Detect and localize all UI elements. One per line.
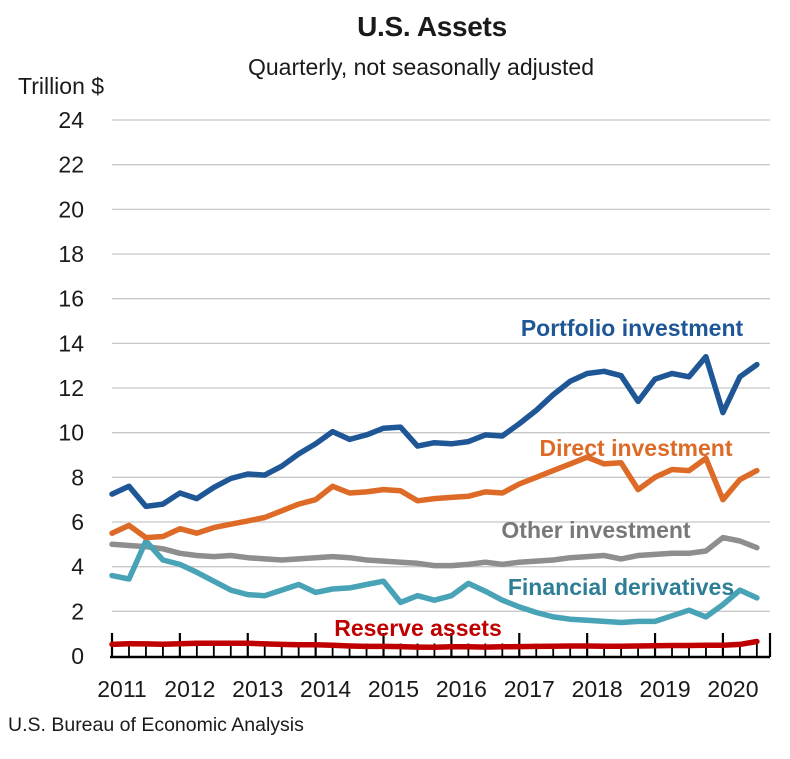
y-tick-label: 4 — [71, 554, 84, 580]
direct-investment-label: Direct investment — [539, 435, 732, 461]
other-investment-label: Other investment — [501, 517, 690, 543]
y-axis-unit-label: Trillion $ — [18, 73, 105, 99]
x-year-label: 2015 — [368, 676, 419, 702]
reserve-assets-line — [109, 638, 760, 651]
y-tick-label: 6 — [71, 509, 84, 535]
x-year-label: 2018 — [572, 676, 623, 702]
y-tick-label: 10 — [58, 420, 84, 446]
y-tick-label: 20 — [58, 196, 84, 222]
x-year-label: 2020 — [707, 676, 758, 702]
y-tick-label: 18 — [58, 241, 84, 267]
portfolio-investment-label: Portfolio investment — [521, 315, 744, 341]
y-tick-label: 16 — [58, 286, 84, 312]
source-note: U.S. Bureau of Economic Analysis — [8, 714, 304, 736]
y-tick-label: 0 — [71, 643, 84, 669]
y-tick-label: 8 — [71, 464, 84, 490]
x-axis-year-labels: 2011 2012 2013 2014 2015 2016 2017 2018 2019 2020 — [97, 676, 758, 702]
financial-derivatives-line — [109, 538, 760, 626]
gridlines — [112, 119, 770, 612]
y-tick-label: 24 — [58, 107, 84, 133]
y-tick-label: 2 — [71, 598, 84, 624]
x-year-label: 2011 — [97, 676, 146, 702]
y-tick-label: 22 — [58, 152, 84, 178]
x-year-label: 2013 — [232, 676, 283, 702]
chart-subtitle: Quarterly, not seasonally adjusted — [247, 54, 595, 80]
x-year-label: 2016 — [436, 676, 487, 702]
y-tick-label: 14 — [58, 330, 84, 356]
data-series-lines — [109, 353, 760, 651]
other-investment-line — [109, 534, 760, 569]
chart-title: U.S. Assets — [357, 11, 507, 42]
series-inline-labels: Portfolio investment Direct investment Oth… — [334, 315, 743, 641]
portfolio-investment-line — [109, 353, 760, 510]
y-tick-label: 12 — [58, 375, 84, 401]
x-year-label: 2014 — [300, 676, 351, 702]
x-year-label: 2019 — [639, 676, 690, 702]
reserve-assets-label: Reserve assets — [334, 615, 502, 641]
direct-investment-line — [109, 454, 760, 541]
x-year-label: 2017 — [504, 676, 555, 702]
x-year-label: 2012 — [164, 676, 215, 702]
financial-derivatives-label: Financial derivatives — [508, 574, 734, 600]
